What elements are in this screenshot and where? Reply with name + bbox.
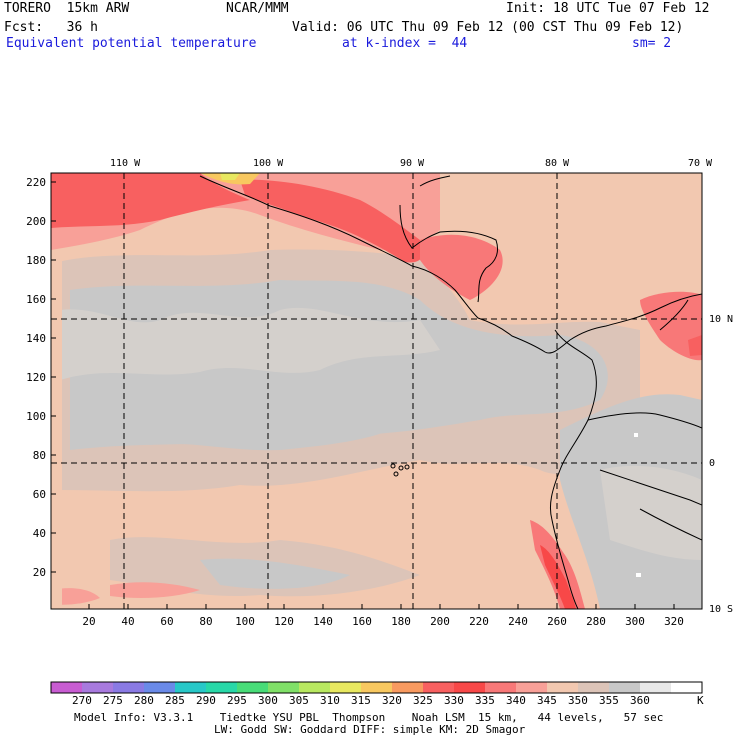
field-name: Equivalent potential temperature bbox=[6, 36, 257, 51]
y-tick-label: 140 bbox=[26, 332, 46, 345]
x-tick-label: 220 bbox=[469, 615, 489, 628]
colorbar-label: 330 bbox=[444, 694, 464, 707]
init-time: Init: 18 UTC Tue 07 Feb 12 bbox=[506, 1, 710, 16]
colorbar-label: 300 bbox=[258, 694, 278, 707]
colorbar-label: 325 bbox=[413, 694, 433, 707]
x-tick-label: 40 bbox=[121, 615, 134, 628]
colorbar-swatch bbox=[454, 682, 486, 693]
x-tick-label: 100 bbox=[235, 615, 255, 628]
colorbar-swatch bbox=[206, 682, 238, 693]
colorbar-swatch bbox=[485, 682, 517, 693]
colorbar-swatch bbox=[578, 682, 610, 693]
lat-lon-grid bbox=[51, 173, 702, 609]
latitude-labels: 10 N 0 10 S bbox=[709, 314, 733, 615]
x-tick-label: 240 bbox=[508, 615, 528, 628]
y-tick-label: 40 bbox=[33, 527, 46, 540]
x-tick-label: 160 bbox=[352, 615, 372, 628]
colorbar-swatch bbox=[175, 682, 207, 693]
level-info: at k-index = 44 bbox=[342, 36, 468, 51]
x-tick-label: 180 bbox=[391, 615, 411, 628]
x-tick-label: 280 bbox=[586, 615, 606, 628]
colorbar-swatch bbox=[51, 682, 83, 693]
lon-label: 110 W bbox=[110, 158, 141, 169]
colorbar-label: 340 bbox=[506, 694, 526, 707]
colorbar-label: 295 bbox=[227, 694, 247, 707]
colorbar-label: 305 bbox=[289, 694, 309, 707]
coastlines bbox=[199, 175, 702, 609]
y-tick-label: 80 bbox=[33, 449, 46, 462]
colorbar-swatch bbox=[361, 682, 393, 693]
y-tick-label: 120 bbox=[26, 371, 46, 384]
colorbar-label: 350 bbox=[568, 694, 588, 707]
colorbar-label: 355 bbox=[599, 694, 619, 707]
colorbar-label: 310 bbox=[320, 694, 340, 707]
lat-label: 10 N bbox=[709, 314, 733, 325]
y-tick-label: 220 bbox=[26, 176, 46, 189]
lat-label: 10 S bbox=[709, 604, 733, 615]
colorbar-label: 280 bbox=[134, 694, 154, 707]
x-tick-label: 60 bbox=[160, 615, 173, 628]
y-tick-label: 60 bbox=[33, 488, 46, 501]
colorbar-swatch bbox=[82, 682, 114, 693]
colorbar-swatch bbox=[299, 682, 331, 693]
colorbar-swatch bbox=[671, 682, 703, 693]
x-tick-label: 300 bbox=[625, 615, 645, 628]
lat-label: 0 bbox=[709, 458, 715, 469]
x-tick-label: 200 bbox=[430, 615, 450, 628]
y-tick-label: 100 bbox=[26, 410, 46, 423]
colorbar-label: 345 bbox=[537, 694, 557, 707]
colorbar-label: 335 bbox=[475, 694, 495, 707]
colorbar-swatch bbox=[516, 682, 548, 693]
lon-label: 90 W bbox=[400, 158, 425, 169]
valid-time: Valid: 06 UTC Thu 09 Feb 12 (00 CST Thu … bbox=[292, 20, 684, 35]
colorbar-label: 270 bbox=[72, 694, 92, 707]
colorbar-swatch bbox=[144, 682, 176, 693]
y-tick-labels: 220 200 180 160 140 120 100 80 60 40 20 bbox=[26, 176, 46, 579]
x-tick-label: 140 bbox=[313, 615, 333, 628]
colorbar-label: 360 bbox=[630, 694, 650, 707]
lon-label: 70 W bbox=[688, 158, 713, 169]
colorbar-frame bbox=[50, 681, 703, 694]
temperature-field bbox=[51, 173, 702, 609]
forecast-hour: Fcst: 36 h bbox=[4, 20, 98, 35]
x-tick-label: 120 bbox=[274, 615, 294, 628]
model-title: TORERO 15km ARW bbox=[4, 1, 130, 16]
colorbar-swatch bbox=[113, 682, 145, 693]
x-tick-label: 80 bbox=[199, 615, 212, 628]
x-tick-label: 20 bbox=[82, 615, 95, 628]
colorbar-label: 285 bbox=[165, 694, 185, 707]
y-tick-label: 200 bbox=[26, 215, 46, 228]
colorbar-swatch bbox=[330, 682, 362, 693]
colorbar-swatch bbox=[268, 682, 300, 693]
y-tick-label: 20 bbox=[33, 566, 46, 579]
lon-label: 100 W bbox=[253, 158, 284, 169]
y-tick-label: 160 bbox=[26, 293, 46, 306]
colorbar-label: 315 bbox=[351, 694, 371, 707]
x-tick-label: 260 bbox=[547, 615, 567, 628]
map-frame bbox=[50, 172, 703, 610]
colorbar-swatch bbox=[237, 682, 269, 693]
x-tick-label: 320 bbox=[664, 615, 684, 628]
physics-info-line: LW: Godd SW: Goddard DIFF: simple KM: 2D… bbox=[214, 723, 526, 736]
colorbar-unit: K bbox=[697, 694, 704, 707]
axis-ticks bbox=[51, 181, 675, 609]
colorbar-swatch bbox=[547, 682, 579, 693]
longitude-labels: 110 W 100 W 90 W 80 W 70 W bbox=[110, 158, 713, 169]
colorbar-swatches bbox=[51, 682, 703, 693]
x-tick-labels: 20 40 60 80 100 120 140 160 180 200 220 … bbox=[82, 615, 684, 628]
colorbar-swatch bbox=[423, 682, 455, 693]
colorbar-label: 320 bbox=[382, 694, 402, 707]
colorbar-label: 275 bbox=[103, 694, 123, 707]
model-info-line: Model Info: V3.3.1 Tiedtke YSU PBL Thomp… bbox=[74, 711, 664, 724]
colorbar-swatch bbox=[640, 682, 672, 693]
organization-label: NCAR/MMM bbox=[226, 1, 289, 16]
y-tick-label: 180 bbox=[26, 254, 46, 267]
colorbar-label: 290 bbox=[196, 694, 216, 707]
smoothing-info: sm= 2 bbox=[632, 36, 672, 51]
colorbar-swatch bbox=[392, 682, 424, 693]
lon-label: 80 W bbox=[545, 158, 570, 169]
colorbar-swatch bbox=[609, 682, 641, 693]
